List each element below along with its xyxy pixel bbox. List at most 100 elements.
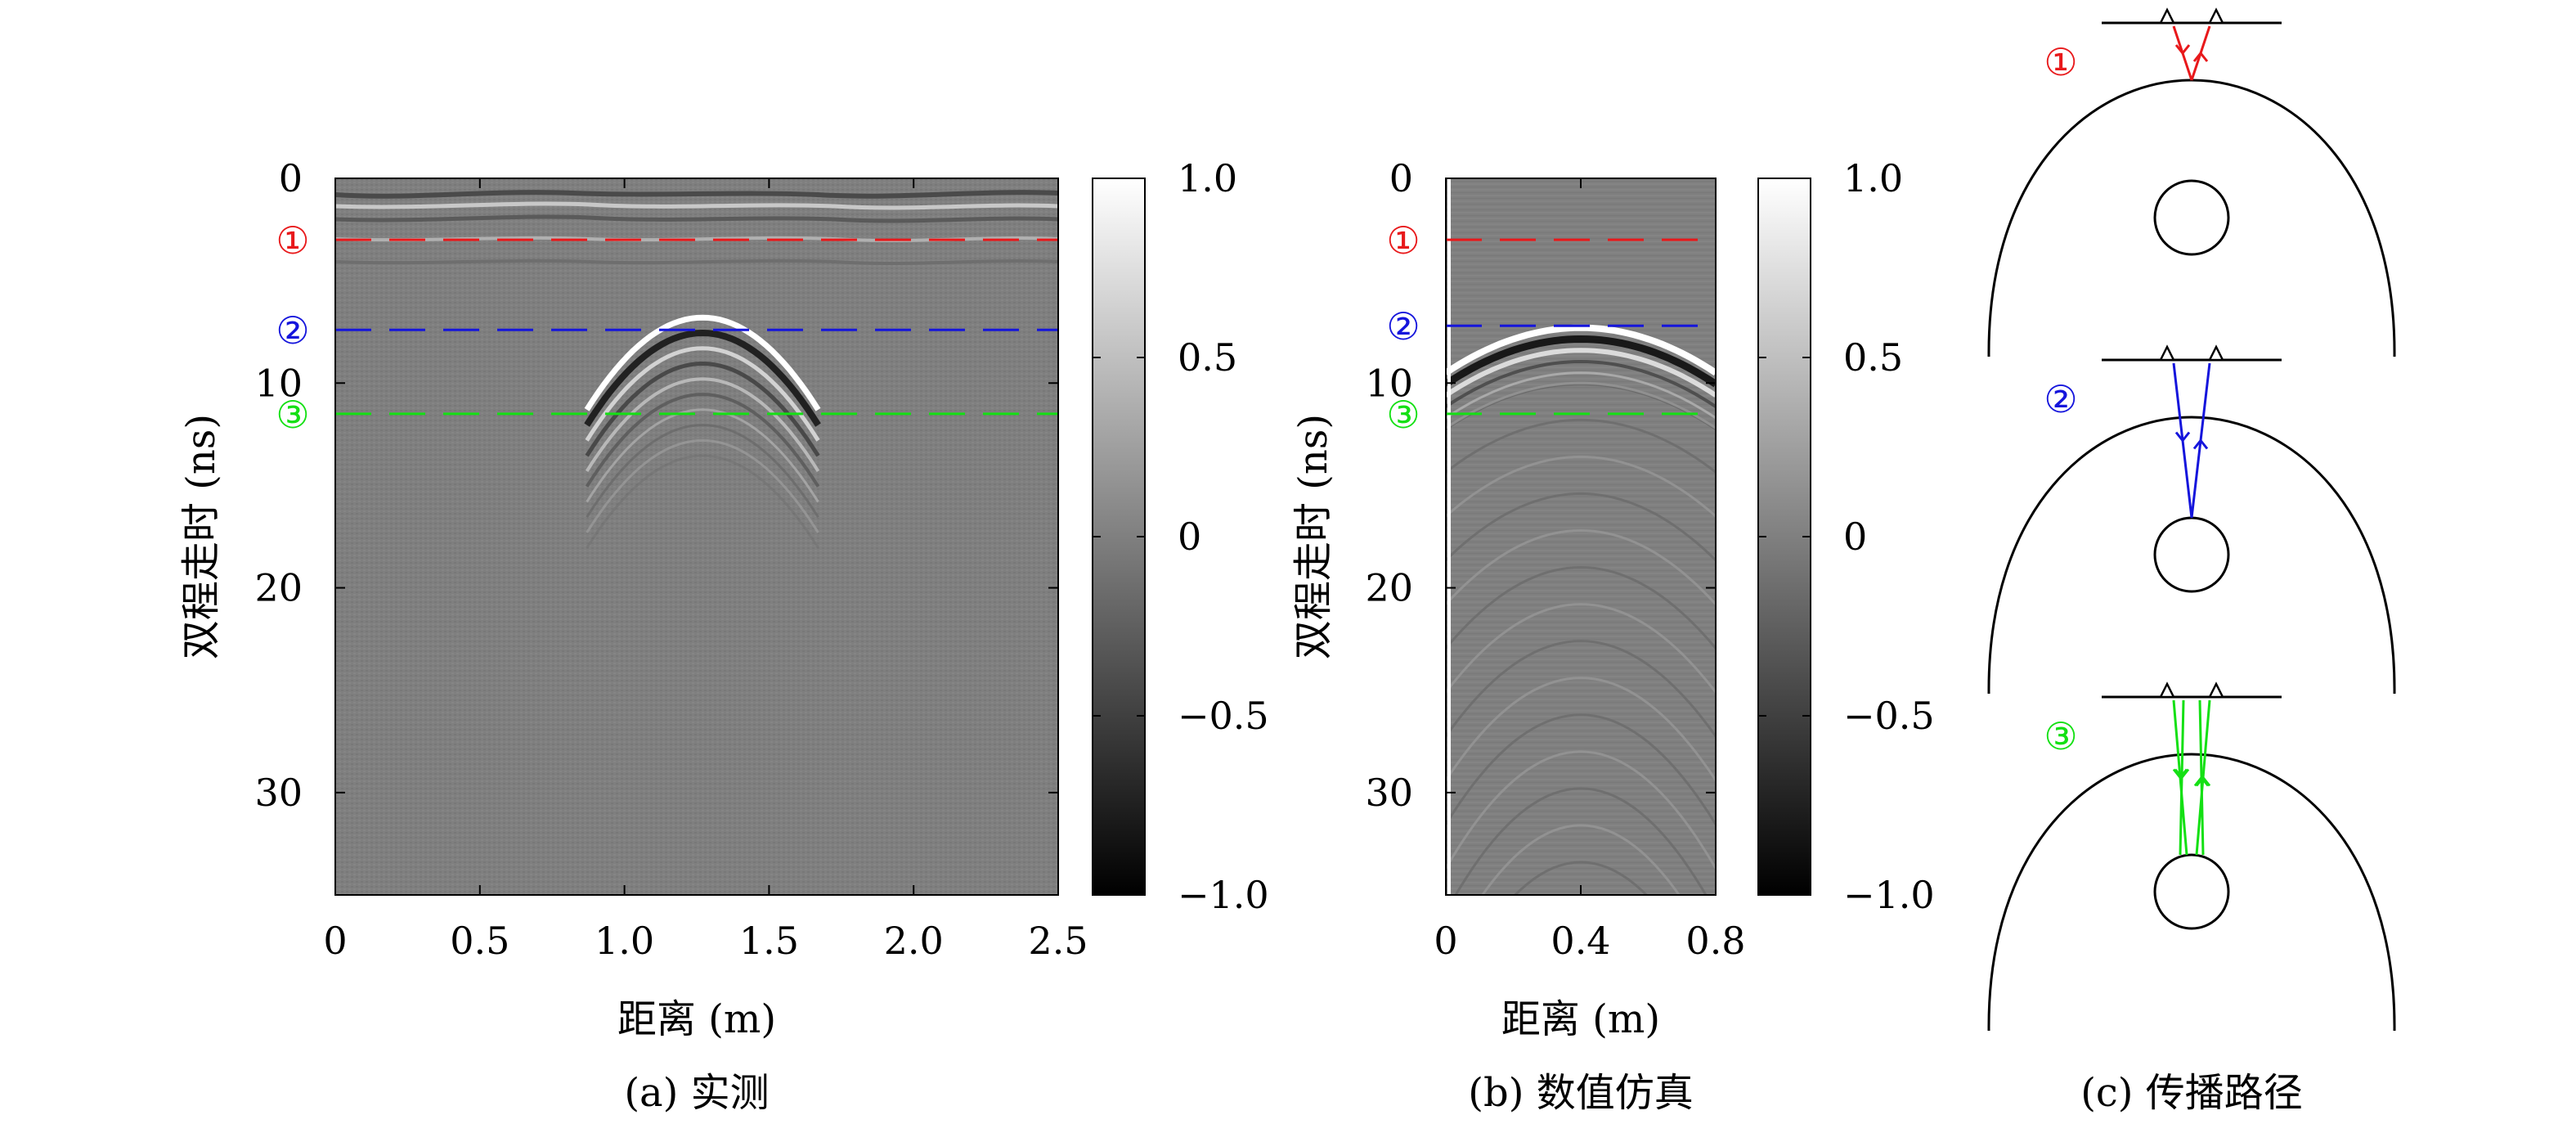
- panel-b-caption: (b) 数值仿真: [1468, 1070, 1693, 1116]
- panel-a-measured: ① ② ③ 0 0.5 1.0 1.5 2.0 2.5 0 10 20 30 1.0 0.5 0 −0.5 −…: [178, 156, 1269, 1116]
- reflection-band: [1446, 335, 1716, 388]
- panel-a-hyperbola: [584, 314, 821, 549]
- panel-a-marker-lines: ① ② ③: [276, 218, 1058, 437]
- path-diagram-1: ①: [1987, 7, 2396, 357]
- y-tick-label: 20: [254, 566, 303, 610]
- multiple-reflection: [1446, 492, 1716, 561]
- antenna-icon: [2158, 681, 2176, 699]
- multiple-reflection: [1454, 787, 1708, 895]
- multiple-reflection: [1446, 565, 1716, 650]
- ground-boundary: [1987, 416, 2396, 695]
- path-label-green: ③: [2044, 714, 2077, 758]
- y-tick-label: 10: [254, 361, 303, 405]
- multiple-reflection: [1446, 677, 1716, 781]
- antenna-icon: [2207, 7, 2225, 25]
- reflection-band: [586, 438, 819, 533]
- x-tick-label: 0: [1434, 919, 1457, 963]
- x-tick-label: 2.5: [1028, 919, 1088, 963]
- path-label-red: ①: [2044, 40, 2077, 84]
- multiple-reflection: [1446, 528, 1716, 605]
- colorbar-tick-label: −0.5: [1178, 694, 1269, 738]
- marker-label-red: ①: [276, 218, 309, 263]
- reflection-band: [585, 393, 820, 488]
- x-tick-label: 0.4: [1551, 919, 1610, 963]
- antenna-icon: [2207, 681, 2225, 699]
- multiple-reflection: [1446, 640, 1716, 737]
- reflection-band: [1446, 324, 1716, 376]
- colorbar-tick-label: 0.5: [1178, 335, 1237, 380]
- panel-a-frame: [334, 178, 1059, 896]
- antenna-icon: [2207, 344, 2225, 362]
- marker-label-blue: ②: [1386, 304, 1420, 348]
- ground-boundary: [1987, 753, 2396, 1032]
- ray-arrow: [2193, 776, 2210, 787]
- x-tick-label: 0.5: [450, 919, 509, 963]
- x-tick-label: 0: [323, 919, 347, 963]
- multiple-reflection: [1480, 824, 1681, 895]
- buried-object: [2153, 179, 2230, 256]
- multiple-reflection: [1446, 418, 1716, 474]
- panel-b-ylabel: 双程走时 (ns): [1290, 414, 1336, 659]
- colorbar-tick-label: 1.0: [1178, 156, 1237, 200]
- colorbar-tick-label: −0.5: [1843, 694, 1935, 738]
- y-tick-label: 0: [1389, 156, 1413, 200]
- colorbar-tick-label: −1.0: [1178, 873, 1269, 917]
- reflection-band: [586, 408, 819, 503]
- reflection-band: [1446, 371, 1716, 420]
- antenna-icon: [2158, 7, 2176, 25]
- panel-a-heatmap: [335, 178, 1058, 895]
- panel-b-colorbar: 1.0 0.5 0 −0.5 −1.0: [1757, 156, 1935, 917]
- ray-arrow: [2174, 768, 2190, 780]
- reflection-band: [585, 346, 820, 442]
- ray-arrow: [2174, 431, 2191, 443]
- marker-label-green: ③: [276, 393, 309, 437]
- x-tick-label: 1.0: [595, 919, 654, 963]
- multiple-reflection: [1446, 603, 1716, 694]
- colorbar-tick-label: 0: [1843, 515, 1867, 559]
- panel-a-caption: (a) 实测: [624, 1070, 769, 1116]
- y-tick-label: 20: [1365, 566, 1413, 610]
- panel-a-axes: 0 0.5 1.0 1.5 2.0 2.5 0 10 20 30: [254, 156, 1088, 963]
- panel-a-colorbar: 1.0 0.5 0 −0.5 −1.0: [1092, 156, 1269, 917]
- marker-label-blue: ②: [276, 308, 309, 353]
- path-label-blue: ②: [2044, 377, 2077, 421]
- ray-arrow: [2172, 768, 2188, 780]
- multiple-reflection: [1446, 713, 1716, 825]
- colorbar-tick-label: −1.0: [1843, 873, 1935, 917]
- reflection-band: [586, 454, 819, 549]
- y-tick-label: 30: [254, 771, 303, 815]
- buried-object: [2153, 853, 2230, 930]
- reflection-band: [586, 424, 819, 519]
- multiple-reflection: [1446, 381, 1716, 429]
- multiple-reflection: [1513, 861, 1649, 895]
- ray-arrow: [2195, 776, 2211, 787]
- colorbar-tick-label: 1.0: [1843, 156, 1903, 200]
- path-diagram-2: ②: [1987, 344, 2396, 695]
- colorbar-gradient: [1757, 178, 1811, 896]
- x-tick-label: 0.8: [1685, 919, 1745, 963]
- ray-arrow: [2192, 438, 2209, 450]
- panel-a-xlabel: 距离 (m): [617, 996, 776, 1042]
- multiple-reflection: [1446, 455, 1716, 518]
- multiple-reflection: [1446, 750, 1716, 870]
- marker-label-red: ①: [1386, 218, 1420, 263]
- reflection-band: [584, 314, 821, 411]
- reflection-band: [584, 329, 821, 427]
- reflection-band: [585, 377, 820, 472]
- y-tick-label: 10: [1365, 361, 1413, 405]
- y-tick-label: 30: [1365, 771, 1413, 815]
- panel-b-axes: 0 0.4 0.8 0 10 20 30: [1365, 156, 1745, 963]
- colorbar-tick-label: 0.5: [1843, 335, 1903, 380]
- panel-c-caption: (c) 传播路径: [2080, 1070, 2303, 1116]
- ground-boundary: [1987, 79, 2396, 357]
- reflection-band: [1446, 359, 1716, 408]
- antenna-icon: [2158, 344, 2176, 362]
- reflection-band: [1446, 348, 1716, 398]
- panel-b-xlabel: 距离 (m): [1501, 996, 1660, 1042]
- panel-b-simulation: ① ② ③ 0 0.4 0.8 0 10 20 30 1.0 0.5 0 −0.5 −1.0 距离 (m…: [1290, 156, 1935, 1116]
- panel-b-marker-lines: ① ② ③: [1386, 218, 1716, 437]
- panel-c-propagation-paths: ① ② ③ (c) 传播路径: [1987, 7, 2396, 1116]
- path-diagram-3: ③: [1987, 681, 2396, 1032]
- y-tick-label: 0: [279, 156, 303, 200]
- colorbar-gradient: [1092, 178, 1146, 896]
